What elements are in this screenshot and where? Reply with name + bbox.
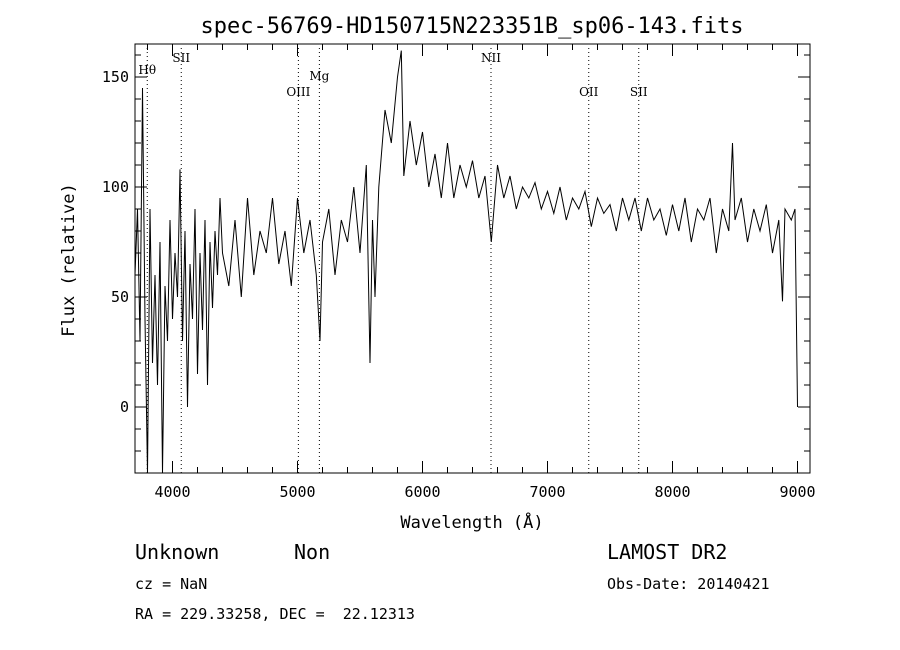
x-tick-label: 4000 — [154, 483, 190, 501]
emission-line-label: Hθ — [138, 63, 156, 77]
emission-line-label: Mg — [309, 69, 329, 83]
survey-name: LAMOST DR2 — [607, 540, 728, 564]
spectrum-line — [134, 50, 798, 474]
emission-line-label: OII — [579, 85, 599, 99]
x-tick-label: 8000 — [654, 483, 690, 501]
y-axis-label: Flux (relative) — [59, 183, 79, 337]
y-tick-label: 50 — [111, 288, 129, 306]
emission-line-label: OIII — [286, 85, 310, 99]
y-tick-label: 100 — [102, 178, 129, 196]
y-tick-label: 150 — [102, 68, 129, 86]
emission-line-label: SII — [630, 85, 648, 99]
plot-frame — [134, 43, 811, 474]
redshift-cz: cz = NaN — [135, 575, 208, 593]
chart-title: spec-56769-HD150715N223351B_sp06-143.fit… — [200, 14, 743, 39]
x-tick-label: 7000 — [529, 483, 565, 501]
axis-ticks: 4000 5000 6000 7000 8000 9000 0 50 100 150 — [102, 44, 816, 501]
x-tick-label: 5000 — [279, 483, 315, 501]
y-tick-label: 0 — [120, 398, 129, 416]
x-tick-label: 6000 — [404, 483, 440, 501]
observation-date: Obs-Date: 20140421 — [607, 575, 770, 593]
spectral-class: Unknown — [135, 540, 220, 564]
emission-line-label: SII — [172, 51, 190, 65]
x-tick-label: 9000 — [779, 483, 815, 501]
ra-dec: RA = 229.33258, DEC = 22.12313 — [135, 605, 415, 623]
emission-line-label: NII — [481, 51, 501, 65]
x-axis-label: Wavelength (Å) — [400, 511, 543, 533]
emission-lines: Hθ SII OIII Mg NII OII SII — [138, 48, 648, 473]
spectral-subclass: Non — [294, 540, 331, 564]
